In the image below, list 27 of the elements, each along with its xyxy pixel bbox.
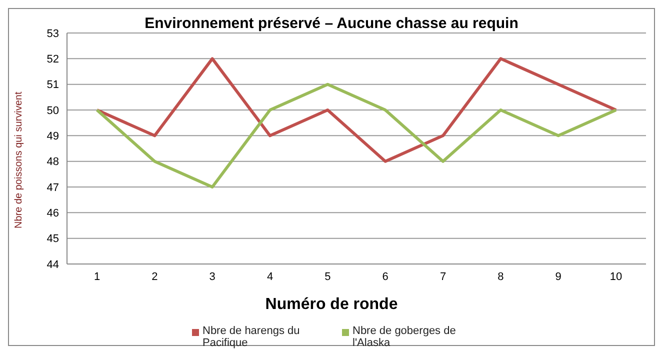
y-tick-label: 46	[46, 208, 59, 220]
y-tick-label: 48	[46, 156, 59, 168]
y-tick-label: 50	[46, 104, 59, 117]
y-tick-label: 44	[46, 258, 59, 271]
x-tick-label: 2	[152, 270, 158, 283]
x-tick-label: 5	[324, 270, 331, 283]
y-tick-label: 49	[46, 130, 59, 143]
y-tick-label: 52	[46, 54, 59, 66]
y-tick-label: 53	[46, 28, 59, 40]
x-tick-label: 8	[498, 270, 504, 283]
y-tick-label: 51	[46, 79, 59, 92]
x-tick-label: 1	[94, 270, 100, 283]
x-axis-title: Numéro de ronde	[264, 296, 399, 314]
x-tick-label: 7	[440, 270, 446, 283]
x-tick-label: 4	[266, 270, 274, 283]
y-tick-label: 47	[46, 182, 59, 194]
x-tick-label: 10	[610, 270, 622, 283]
line-series	[96, 82, 618, 188]
y-tick-label: 45	[46, 233, 59, 246]
legend-label: Nbre de harengs du Pacifique	[202, 325, 301, 349]
chart-title: Environnement préservé – Aucune chasse au requin	[144, 15, 518, 32]
x-tick-label: 3	[209, 270, 216, 283]
y-axis-title: Nbre de poissons qui survivent	[14, 92, 25, 228]
x-tick-label: 9	[555, 270, 562, 283]
line-series	[96, 57, 618, 163]
x-tick-label: 6	[382, 270, 388, 283]
legend-label: Nbre de goberges de l'Alaska	[352, 325, 457, 349]
